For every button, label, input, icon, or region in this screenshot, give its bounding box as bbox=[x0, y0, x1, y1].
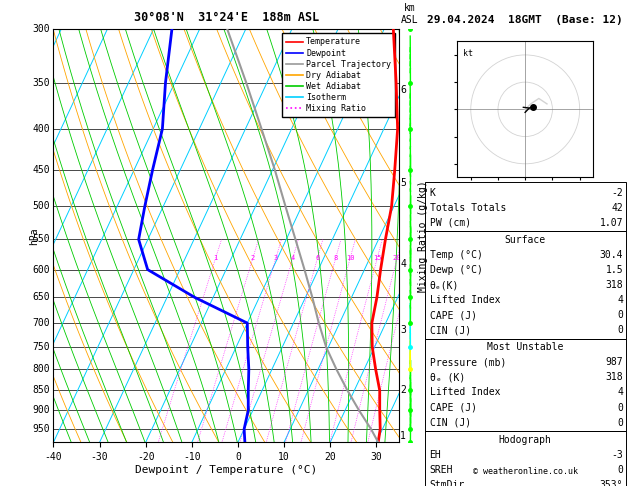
Text: Surface: Surface bbox=[504, 235, 546, 245]
Text: 2: 2 bbox=[251, 255, 255, 261]
Text: 6: 6 bbox=[400, 86, 406, 95]
Text: 987: 987 bbox=[606, 357, 623, 367]
Text: Mixing Ratio (g/kg): Mixing Ratio (g/kg) bbox=[418, 180, 428, 292]
Text: -2: -2 bbox=[611, 188, 623, 198]
Text: Totals Totals: Totals Totals bbox=[430, 203, 506, 213]
Text: 4: 4 bbox=[400, 259, 406, 269]
Text: EH: EH bbox=[430, 450, 442, 460]
Text: 700: 700 bbox=[32, 318, 50, 328]
Text: Lifted Index: Lifted Index bbox=[430, 295, 500, 305]
Text: 850: 850 bbox=[32, 385, 50, 396]
Text: 4: 4 bbox=[618, 387, 623, 398]
Text: 300: 300 bbox=[32, 24, 50, 34]
Text: 1: 1 bbox=[214, 255, 218, 261]
Text: 900: 900 bbox=[32, 405, 50, 415]
Text: 20: 20 bbox=[393, 255, 401, 261]
Text: 318: 318 bbox=[606, 280, 623, 290]
Text: 0: 0 bbox=[618, 325, 623, 335]
Text: Hodograph: Hodograph bbox=[499, 434, 552, 445]
Text: CIN (J): CIN (J) bbox=[430, 325, 470, 335]
Text: SREH: SREH bbox=[430, 465, 453, 475]
Text: km
ASL: km ASL bbox=[401, 3, 419, 25]
Text: CIN (J): CIN (J) bbox=[430, 417, 470, 428]
Text: Dewp (°C): Dewp (°C) bbox=[430, 265, 482, 275]
Text: 3: 3 bbox=[400, 326, 406, 335]
Text: K: K bbox=[430, 188, 435, 198]
Text: 0: 0 bbox=[618, 465, 623, 475]
Text: Most Unstable: Most Unstable bbox=[487, 342, 564, 352]
Text: θₑ (K): θₑ (K) bbox=[430, 372, 465, 382]
Text: 2: 2 bbox=[400, 385, 406, 396]
Text: CAPE (J): CAPE (J) bbox=[430, 402, 477, 413]
Text: 1.5: 1.5 bbox=[606, 265, 623, 275]
Text: 350: 350 bbox=[32, 78, 50, 87]
Text: θₑ(K): θₑ(K) bbox=[430, 280, 459, 290]
Text: 5: 5 bbox=[400, 178, 406, 189]
Text: 950: 950 bbox=[32, 424, 50, 434]
Text: 10: 10 bbox=[346, 255, 355, 261]
Text: 3: 3 bbox=[274, 255, 278, 261]
Text: Temp (°C): Temp (°C) bbox=[430, 250, 482, 260]
Text: 4: 4 bbox=[291, 255, 295, 261]
Text: 450: 450 bbox=[32, 165, 50, 175]
Text: -3: -3 bbox=[611, 450, 623, 460]
Text: 0: 0 bbox=[618, 417, 623, 428]
Text: 1.07: 1.07 bbox=[600, 218, 623, 228]
Text: 750: 750 bbox=[32, 342, 50, 352]
Text: kt: kt bbox=[462, 50, 472, 58]
Text: 0: 0 bbox=[618, 402, 623, 413]
Text: 6: 6 bbox=[316, 255, 320, 261]
Text: PW (cm): PW (cm) bbox=[430, 218, 470, 228]
Text: hPa: hPa bbox=[30, 227, 40, 244]
Text: Lifted Index: Lifted Index bbox=[430, 387, 500, 398]
Text: 800: 800 bbox=[32, 364, 50, 374]
Text: 600: 600 bbox=[32, 264, 50, 275]
Text: 318: 318 bbox=[606, 372, 623, 382]
X-axis label: Dewpoint / Temperature (°C): Dewpoint / Temperature (°C) bbox=[135, 465, 318, 475]
Text: 15: 15 bbox=[373, 255, 382, 261]
Text: 1: 1 bbox=[400, 431, 406, 441]
Text: 4: 4 bbox=[618, 295, 623, 305]
Text: 8: 8 bbox=[333, 255, 338, 261]
Text: 30°08'N  31°24'E  188m ASL: 30°08'N 31°24'E 188m ASL bbox=[134, 11, 319, 24]
Text: 550: 550 bbox=[32, 234, 50, 244]
Text: 42: 42 bbox=[611, 203, 623, 213]
Text: CAPE (J): CAPE (J) bbox=[430, 310, 477, 320]
Text: 353°: 353° bbox=[600, 480, 623, 486]
Text: 500: 500 bbox=[32, 201, 50, 211]
Text: 29.04.2024  18GMT  (Base: 12): 29.04.2024 18GMT (Base: 12) bbox=[427, 15, 623, 25]
Legend: Temperature, Dewpoint, Parcel Trajectory, Dry Adiabat, Wet Adiabat, Isotherm, Mi: Temperature, Dewpoint, Parcel Trajectory… bbox=[282, 34, 395, 117]
Text: 0: 0 bbox=[618, 310, 623, 320]
Text: StmDir: StmDir bbox=[430, 480, 465, 486]
Text: 650: 650 bbox=[32, 293, 50, 302]
Text: Pressure (mb): Pressure (mb) bbox=[430, 357, 506, 367]
Text: 30.4: 30.4 bbox=[600, 250, 623, 260]
Text: © weatheronline.co.uk: © weatheronline.co.uk bbox=[473, 467, 577, 476]
Text: 400: 400 bbox=[32, 124, 50, 134]
